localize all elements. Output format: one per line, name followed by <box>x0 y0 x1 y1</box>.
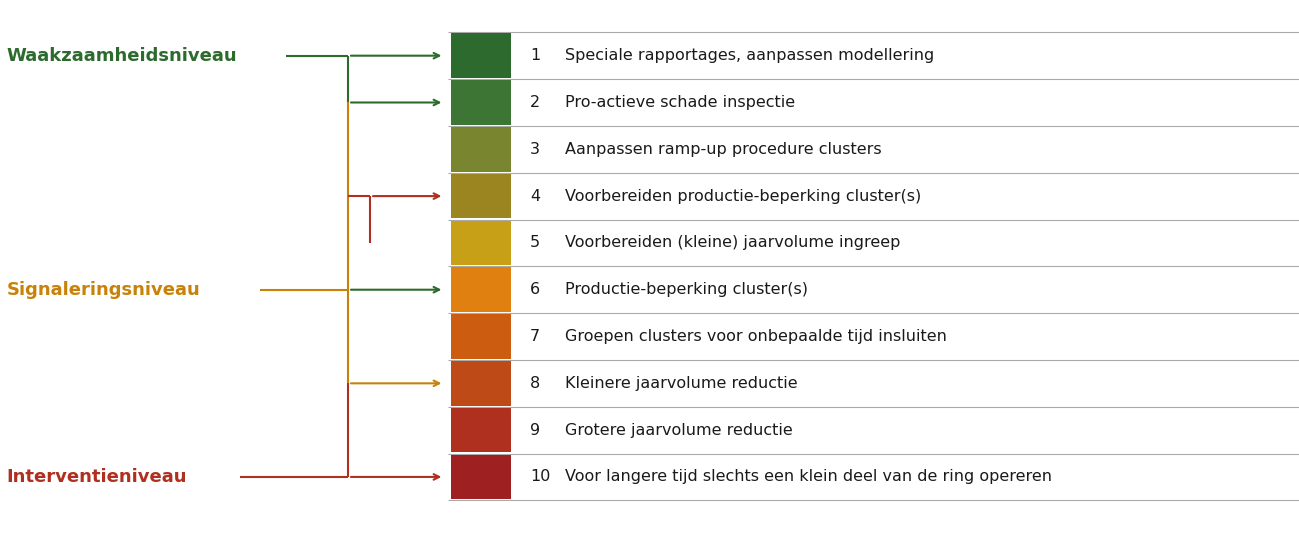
Text: Voor langere tijd slechts een klein deel van de ring opereren: Voor langere tijd slechts een klein deel… <box>565 470 1052 484</box>
Text: Grotere jaarvolume reductie: Grotere jaarvolume reductie <box>565 423 792 437</box>
Text: Kleinere jaarvolume reductie: Kleinere jaarvolume reductie <box>565 376 798 391</box>
Text: 3: 3 <box>530 142 540 157</box>
Text: Voorbereiden (kleine) jaarvolume ingreep: Voorbereiden (kleine) jaarvolume ingreep <box>565 236 900 250</box>
Text: 5: 5 <box>530 236 540 250</box>
Text: Speciale rapportages, aanpassen modellering: Speciale rapportages, aanpassen modeller… <box>565 48 934 63</box>
Text: Waakzaamheidsniveau: Waakzaamheidsniveau <box>6 47 238 65</box>
Text: 2: 2 <box>530 95 540 110</box>
Text: 1: 1 <box>530 48 540 63</box>
Text: Aanpassen ramp-up procedure clusters: Aanpassen ramp-up procedure clusters <box>565 142 882 157</box>
Bar <box>451 174 511 218</box>
Text: 4: 4 <box>530 189 540 203</box>
Text: 8: 8 <box>530 376 540 391</box>
Text: Pro-actieve schade inspectie: Pro-actieve schade inspectie <box>565 95 795 110</box>
Bar <box>451 267 511 312</box>
Text: Voorbereiden productie-beperking cluster(s): Voorbereiden productie-beperking cluster… <box>565 189 921 203</box>
Bar <box>451 33 511 78</box>
Bar <box>451 127 511 172</box>
Bar <box>451 455 511 499</box>
Bar <box>451 314 511 359</box>
Text: 10: 10 <box>530 470 551 484</box>
Bar <box>451 361 511 406</box>
Text: Interventieniveau: Interventieniveau <box>6 468 187 486</box>
Text: Productie-beperking cluster(s): Productie-beperking cluster(s) <box>565 282 808 297</box>
Bar <box>451 408 511 452</box>
Text: 9: 9 <box>530 423 540 437</box>
Text: Groepen clusters voor onbepaalde tijd insluiten: Groepen clusters voor onbepaalde tijd in… <box>565 329 947 344</box>
Text: 6: 6 <box>530 282 540 297</box>
Bar <box>451 221 511 265</box>
Bar <box>451 80 511 125</box>
Text: 7: 7 <box>530 329 540 344</box>
Text: Signaleringsniveau: Signaleringsniveau <box>6 281 200 299</box>
